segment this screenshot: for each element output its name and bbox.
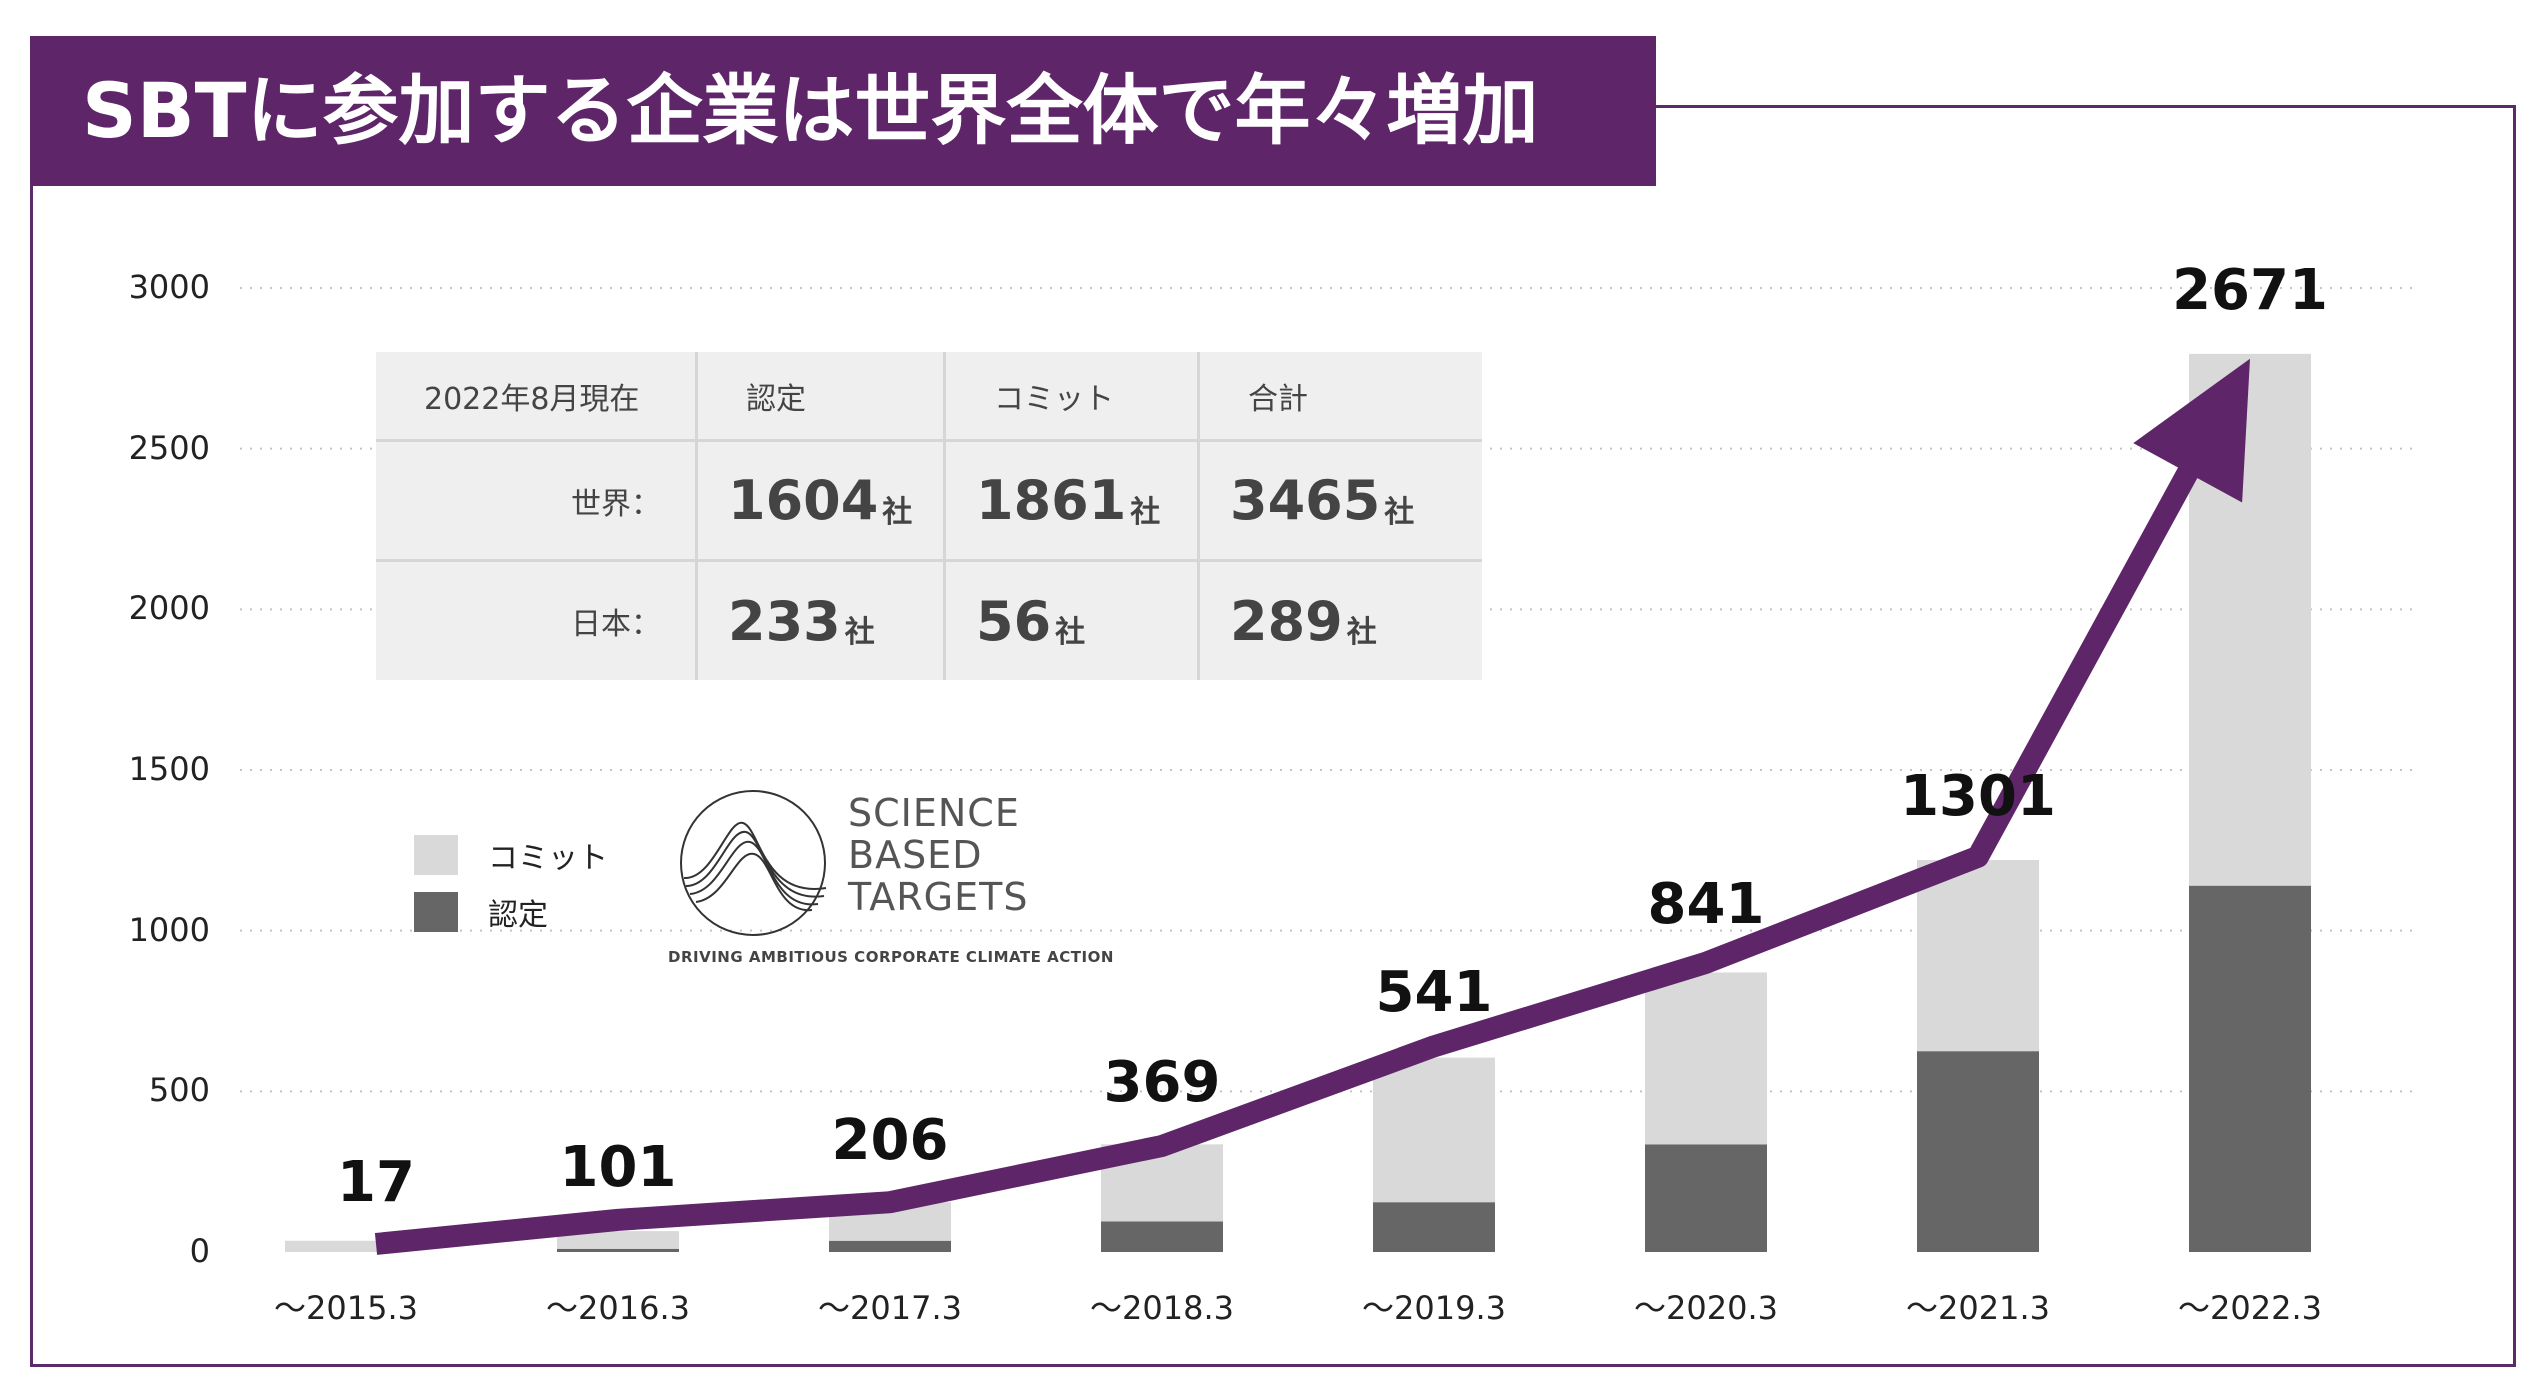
x-tick-label: 〜2015.3 [274,1289,418,1327]
y-tick-label: 2500 [128,428,210,467]
trend-arrow-head [2133,358,2250,503]
x-tick-label: 〜2018.3 [1090,1289,1234,1327]
y-tick-label: 500 [148,1071,210,1110]
table-header-date: 2022年8月現在 [376,352,698,442]
data-label-total: 841 [1647,872,1765,937]
x-tick-label: 〜2019.3 [1362,1289,1506,1327]
sbti-logo-tagline: DRIVING AMBITIOUS CORPORATE CLIMATE ACTI… [668,948,1114,966]
x-tick-label: 〜2017.3 [818,1289,962,1327]
bar-certified [1373,1202,1495,1252]
bar-certified [557,1248,679,1252]
bar-commit [1917,859,2039,1052]
bar-commit [285,1240,407,1252]
data-label-total: 1301 [1900,764,2056,829]
table-cell-japan-total: 289 社 [1230,589,1377,653]
page-title: SBTに参加する企業は世界全体で年々増加 [30,36,1656,186]
data-label-total: 17 [337,1150,415,1215]
y-tick-label: 1000 [128,910,210,949]
bar-commit [557,1231,679,1249]
data-label-total: 2671 [2172,258,2328,323]
table-cell-world-total: 3465 社 [1200,442,1482,562]
table-cell-japan-certified: 233 社 [698,562,946,680]
y-tick-label: 0 [189,1232,210,1270]
data-label-total: 101 [559,1135,677,1200]
table-cell-japan-commit: 56 社 [946,562,1200,680]
bar-commit [1373,1057,1495,1203]
summary-table: 2022年8月現在 認定 コミット 合計 世界： 1604 社 1861 社 346… [376,352,1482,680]
sbti-logo-mark-icon [680,790,827,936]
bar-certified [2189,885,2311,1252]
bar-certified [1645,1144,1767,1252]
y-tick-label: 3000 [128,268,210,306]
bar-certified [1917,1051,2039,1252]
bar-certified [829,1240,951,1252]
chart-legend: コミット 認定 [414,835,608,949]
sbti-logo: SCIENCE BASED TARGETS DRIVING AMBITIOUS … [668,778,1113,978]
table-row-label-world: 世界： [376,442,698,562]
data-label-total: 206 [831,1108,949,1173]
x-tick-label: 〜2022.3 [2178,1289,2322,1327]
data-label-total: 541 [1375,960,1493,1025]
y-tick-label: 1500 [128,750,210,788]
bar-commit [1645,972,1767,1145]
bar-certified [1101,1221,1223,1252]
trend-line [374,458,2203,1255]
table-cell-world-commit: 1861 社 [946,442,1200,562]
legend-item-certified: 認定 [414,892,608,933]
x-tick-label: 〜2021.3 [1906,1289,2050,1327]
data-label-total: 369 [1103,1050,1221,1115]
table-cell-world-certified: 1604 社 [698,442,946,562]
legend-item-commit: コミット [414,835,608,876]
table-header-certified: 認定 [698,352,946,442]
legend-swatch-commit [414,835,458,875]
x-tick-label: 〜2020.3 [1634,1289,1778,1327]
table-header-commit: コミット [946,352,1200,442]
x-tick-label: 〜2016.3 [546,1289,690,1327]
y-tick-label: 2000 [128,589,210,628]
table-header-total: 合計 [1200,352,1482,442]
table-row-label-japan: 日本： [376,562,698,680]
legend-swatch-certified [414,892,458,932]
sbti-logo-wordmark: SCIENCE BASED TARGETS [848,791,1029,919]
